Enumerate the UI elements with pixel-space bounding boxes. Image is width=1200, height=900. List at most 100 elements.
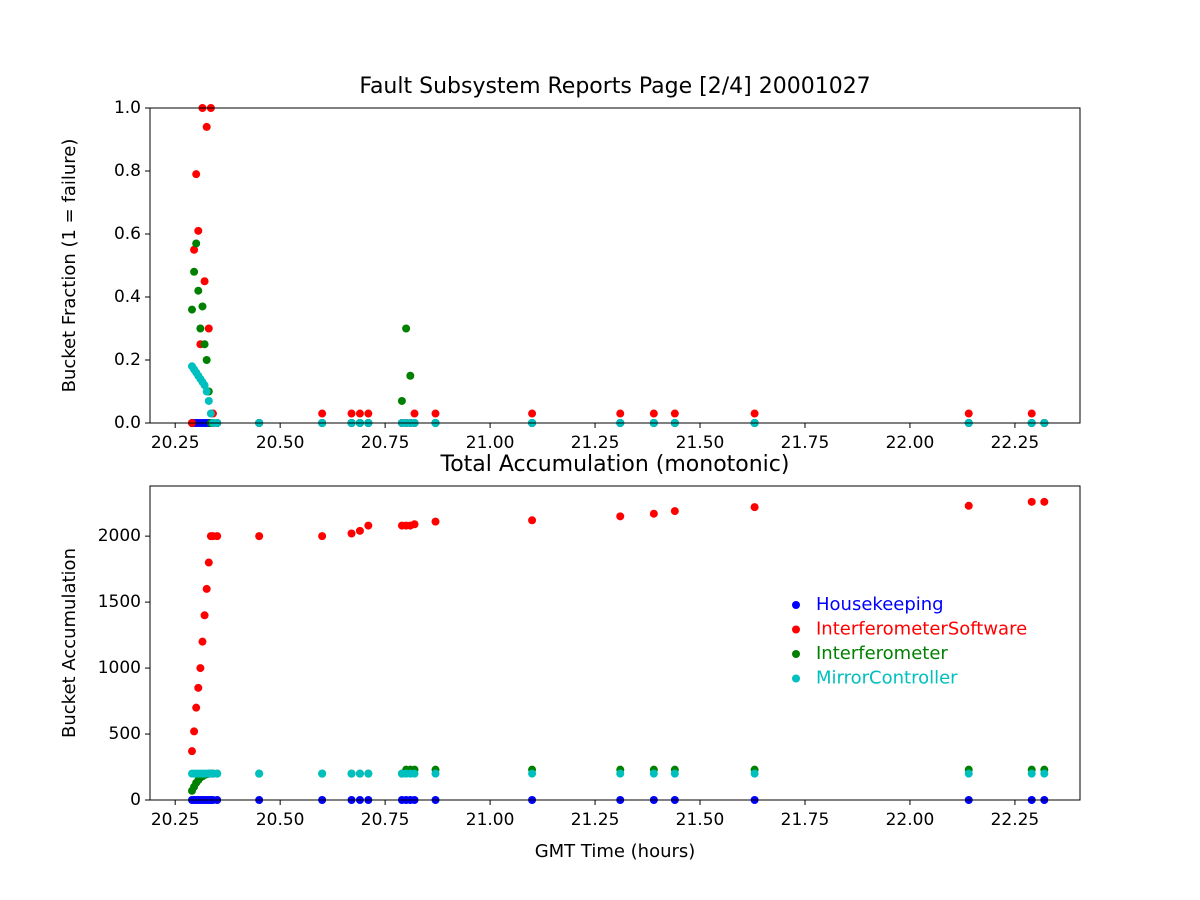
data-point [406,371,415,380]
axes-title: Total Accumulation (monotonic) [440,452,790,477]
x-tick-label: 21.50 [676,433,725,453]
x-tick-label: 20.25 [151,810,200,830]
data-point [616,512,625,521]
data-point [1040,769,1049,778]
data-point [318,409,327,418]
data-point [192,239,201,248]
x-tick-label: 21.25 [571,433,620,453]
data-point [347,529,356,538]
data-point [649,509,658,518]
x-tick-label: 21.00 [466,433,515,453]
data-point [190,245,199,254]
x-tick-label: 21.25 [571,810,620,830]
data-point [355,769,364,778]
data-point [192,703,201,712]
x-tick-label: 20.50 [256,433,305,453]
data-point [402,324,411,333]
x-tick-label: 22.00 [886,810,935,830]
data-point [204,324,213,333]
x-tick-label: 22.00 [886,433,935,453]
data-point [190,267,199,276]
data-point [202,584,211,593]
y-tick-label: 0 [130,790,141,810]
legend-label: InterferometerSoftware [816,619,1027,640]
data-point [196,664,205,673]
data-point [528,769,537,778]
y-axis-label: Bucket Accumulation [59,548,80,738]
data-point [204,558,213,567]
data-point [750,769,759,778]
data-point [206,409,215,418]
data-point [318,769,327,778]
data-point [347,409,356,418]
x-axis-label: GMT Time (hours) [535,841,696,862]
data-point [255,532,264,541]
data-point [355,409,364,418]
data-point [528,516,537,525]
data-point [431,517,440,526]
data-point [964,501,973,510]
x-tick-label: 21.75 [781,433,830,453]
axes-title: Fault Subsystem Reports Page [2/4] 20001… [359,74,870,99]
data-point [355,526,364,535]
y-tick-label: 1.0 [114,98,141,118]
x-tick-label: 21.75 [781,810,830,830]
data-point [1027,497,1036,506]
y-tick-label: 0.2 [114,350,141,370]
legend-label: Housekeeping [816,594,944,615]
data-point [200,277,209,286]
data-point [200,340,209,349]
y-axis-label: Bucket Fraction (1 = failure) [59,139,80,393]
data-point [431,769,440,778]
legend-label: Interferometer [816,643,948,664]
y-tick-label: 1500 [98,592,141,612]
data-point [202,356,211,364]
data-point [616,409,625,418]
x-tick-label: 20.75 [361,810,410,830]
y-tick-label: 0.8 [114,161,141,181]
data-point [213,769,222,778]
data-point [1040,497,1049,506]
data-point [347,769,356,778]
x-tick-label: 21.00 [466,810,515,830]
data-point [670,769,679,778]
data-point [198,637,207,646]
data-point [202,122,211,131]
data-point [202,387,211,396]
y-tick-label: 0.6 [114,224,141,244]
data-point [364,769,373,778]
legend-marker [792,601,800,609]
x-tick-label: 20.75 [361,433,410,453]
data-point [318,532,327,541]
data-point [364,409,373,418]
data-point [194,226,203,235]
data-point [364,521,373,530]
data-point [1027,409,1036,418]
data-point [204,396,213,405]
x-tick-label: 22.25 [991,810,1040,830]
data-point [255,769,264,778]
data-point [616,769,625,778]
data-point [196,324,205,333]
data-point [1027,769,1036,778]
data-point [670,507,679,516]
y-tick-label: 500 [109,724,141,744]
data-point [198,302,207,311]
x-tick-label: 20.25 [151,433,200,453]
data-point [750,503,759,512]
data-point [964,769,973,778]
data-point [410,520,419,529]
data-point [964,409,973,418]
data-point [750,409,759,418]
data-point [194,286,203,295]
data-point [431,409,440,418]
data-point [649,409,658,418]
x-tick-label: 20.50 [256,810,305,830]
y-tick-label: 0.0 [114,413,141,433]
y-tick-label: 1000 [98,658,141,678]
legend-marker [792,650,800,658]
data-point [200,381,209,390]
y-tick-label: 2000 [98,526,141,546]
data-point [187,305,196,314]
